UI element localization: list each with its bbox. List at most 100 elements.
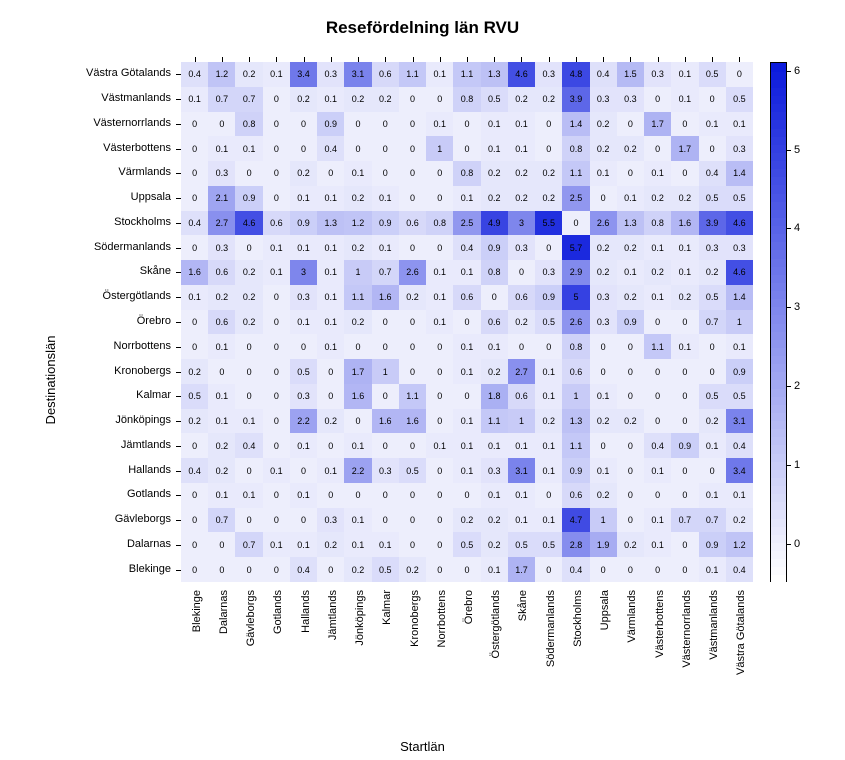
heatmap-cell: 0.5 [453, 532, 480, 557]
tick-top [658, 57, 659, 62]
heatmap-cell: 0 [590, 433, 617, 458]
heatmap-cell: 0.2 [535, 186, 562, 211]
tick-top [467, 57, 468, 62]
col-label: Stockholms [572, 590, 584, 647]
heatmap-cell: 1.6 [344, 384, 371, 409]
row-label: Västmanlands [0, 92, 171, 104]
heatmap-cell: 0.8 [453, 87, 480, 112]
heatmap-cell: 0.4 [235, 433, 262, 458]
heatmap-cell: 0.5 [535, 310, 562, 335]
heatmap-cell: 0.1 [263, 260, 290, 285]
heatmap-cell: 0.1 [426, 62, 453, 87]
heatmap-cell: 0.1 [481, 112, 508, 137]
heatmap-cell: 0.1 [372, 532, 399, 557]
heatmap-cell: 0.1 [453, 433, 480, 458]
heatmap-cell: 0.1 [699, 112, 726, 137]
colorbar-tick [786, 71, 791, 72]
heatmap-cell: 0 [372, 112, 399, 137]
col-label: Blekinge [191, 590, 203, 632]
heatmap-cell: 0 [181, 112, 208, 137]
heatmap-cell: 0.1 [344, 161, 371, 186]
tick-left [176, 495, 181, 496]
heatmap-cell: 0.5 [699, 62, 726, 87]
heatmap-cell: 5.5 [535, 211, 562, 236]
heatmap-cell: 1.5 [617, 62, 644, 87]
heatmap-cell: 0.3 [290, 285, 317, 310]
heatmap-cell: 0.1 [372, 186, 399, 211]
heatmap-cell: 0 [671, 359, 698, 384]
heatmap-cell: 0.6 [508, 285, 535, 310]
heatmap-cell: 0.3 [726, 136, 753, 161]
heatmap-cell: 4.6 [726, 211, 753, 236]
heatmap-cell: 0.3 [590, 310, 617, 335]
tick-top [630, 57, 631, 62]
heatmap-cell: 0 [181, 508, 208, 533]
heatmap-cell: 0.1 [644, 235, 671, 260]
heatmap-cell: 0 [508, 260, 535, 285]
heatmap-cell: 0.4 [644, 433, 671, 458]
heatmap-cell: 0 [535, 112, 562, 137]
heatmap-cell: 0 [263, 310, 290, 335]
col-label: Västernorrlands [681, 590, 693, 668]
heatmap-cell: 0.4 [562, 557, 589, 582]
heatmap-cell: 0 [426, 409, 453, 434]
heatmap-cell: 0.1 [508, 112, 535, 137]
col-label: Skåne [517, 590, 529, 621]
heatmap-cell: 0.1 [290, 483, 317, 508]
heatmap-cell: 0 [535, 483, 562, 508]
heatmap-cell: 0.3 [590, 87, 617, 112]
heatmap-cell: 0 [671, 557, 698, 582]
heatmap-cell: 0 [399, 483, 426, 508]
heatmap-cell: 0 [617, 334, 644, 359]
heatmap-cell: 0.1 [699, 557, 726, 582]
heatmap-cell: 0.7 [235, 87, 262, 112]
heatmap-cell: 0 [290, 334, 317, 359]
heatmap-cell: 0 [590, 359, 617, 384]
heatmap-cell: 0 [399, 186, 426, 211]
heatmap-cell: 0 [344, 136, 371, 161]
heatmap-cell: 0.2 [235, 310, 262, 335]
colorbar-tick-label: 0 [794, 538, 800, 550]
heatmap-cell: 0.2 [508, 310, 535, 335]
heatmap-cell: 0 [399, 112, 426, 137]
heatmap-cell: 0 [699, 136, 726, 161]
heatmap-cell: 0.7 [372, 260, 399, 285]
heatmap-cell: 0 [426, 359, 453, 384]
heatmap-cell: 0.1 [344, 433, 371, 458]
heatmap-cell: 1 [426, 136, 453, 161]
heatmap-cell: 0 [671, 310, 698, 335]
heatmap-cell: 1.1 [562, 433, 589, 458]
heatmap-cell: 0.3 [317, 62, 344, 87]
heatmap-cell: 1 [562, 384, 589, 409]
heatmap-cell: 0 [263, 508, 290, 533]
heatmap-cell: 1.3 [317, 211, 344, 236]
heatmap-cell: 1 [590, 508, 617, 533]
heatmap-cell: 0.9 [372, 211, 399, 236]
heatmap-cell: 0 [263, 483, 290, 508]
row-label: Örebro [0, 315, 171, 327]
heatmap-cell: 0.1 [290, 310, 317, 335]
heatmap-cell: 0.2 [481, 532, 508, 557]
heatmap-cell: 0 [235, 458, 262, 483]
heatmap-cell: 0 [181, 334, 208, 359]
heatmap-cell: 0.5 [372, 557, 399, 582]
heatmap-cell: 1.2 [726, 532, 753, 557]
heatmap-cell: 0.5 [481, 87, 508, 112]
heatmap-cell: 0.1 [671, 62, 698, 87]
heatmap-cell: 2.5 [453, 211, 480, 236]
heatmap-cell: 0.5 [699, 384, 726, 409]
heatmap-cell: 0.2 [617, 136, 644, 161]
heatmap-cell: 0.1 [726, 112, 753, 137]
heatmap-cell: 0 [263, 334, 290, 359]
heatmap-cell: 3.1 [726, 409, 753, 434]
heatmap-cell: 0 [290, 508, 317, 533]
colorbar-tick [786, 307, 791, 308]
heatmap-cell: 0 [617, 161, 644, 186]
tick-top [331, 57, 332, 62]
heatmap-cell: 0.1 [235, 483, 262, 508]
heatmap-cell: 0.3 [372, 458, 399, 483]
heatmap-cell: 1.7 [508, 557, 535, 582]
heatmap-cell: 0.5 [699, 186, 726, 211]
heatmap-cell: 0 [263, 285, 290, 310]
col-label: Gävleborgs [245, 590, 257, 646]
